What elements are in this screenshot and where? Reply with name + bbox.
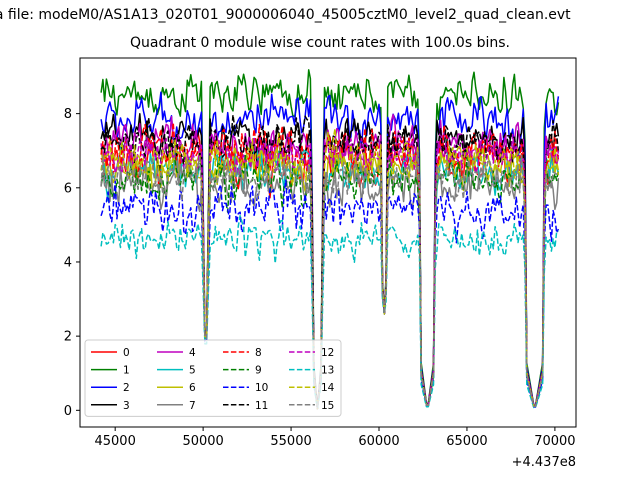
x-tick-label: 45000	[94, 434, 135, 449]
y-tick-label: 4	[64, 255, 72, 270]
x-tick-label: 70000	[534, 434, 575, 449]
legend-label-14: 14	[321, 382, 335, 394]
legend-label-15: 15	[321, 400, 334, 412]
x-axis: 45000 50000 55000 60000 65000 70000	[94, 427, 576, 449]
legend-label-11: 11	[255, 400, 268, 412]
series-line-2	[100, 91, 560, 410]
series-line-14	[100, 128, 560, 410]
y-tick-label: 8	[64, 107, 72, 122]
series-line-12	[100, 133, 560, 410]
legend-label-9: 9	[255, 365, 262, 377]
figure-suptitle: Data file: modeM0/AS1A13_020T01_90000060…	[0, 7, 571, 23]
x-tick-label: 60000	[358, 434, 399, 449]
legend-label-1: 1	[123, 365, 130, 377]
y-tick-label: 6	[64, 181, 72, 196]
series-line-15	[100, 151, 560, 410]
x-tick-label: 55000	[270, 434, 311, 449]
chart-title: Quadrant 0 module wise count rates with …	[130, 35, 510, 51]
x-tick-label: 50000	[182, 434, 223, 449]
y-tick-label: 2	[64, 330, 72, 345]
series-lines	[100, 69, 560, 410]
legend-label-4: 4	[189, 347, 196, 359]
legend-label-13: 13	[321, 365, 334, 377]
legend-label-12: 12	[321, 347, 334, 359]
y-tick-label: 0	[64, 404, 72, 419]
series-line-7	[100, 158, 560, 410]
plot-frame	[79, 57, 577, 428]
legend-label-2: 2	[123, 382, 130, 394]
y-axis: 0 2 4 6 8	[64, 107, 80, 419]
legend-label-7: 7	[189, 400, 196, 412]
legend-box	[84, 339, 342, 417]
legend-label-8: 8	[255, 347, 262, 359]
legend-label-3: 3	[123, 400, 130, 412]
series-line-13	[100, 215, 559, 410]
legend-label-0: 0	[123, 347, 130, 359]
legend-label-5: 5	[189, 365, 196, 377]
x-offset-label: +4.437e8	[512, 455, 576, 470]
legend-label-10: 10	[255, 382, 268, 394]
x-tick-label: 65000	[446, 434, 487, 449]
legend-label-6: 6	[189, 382, 196, 394]
